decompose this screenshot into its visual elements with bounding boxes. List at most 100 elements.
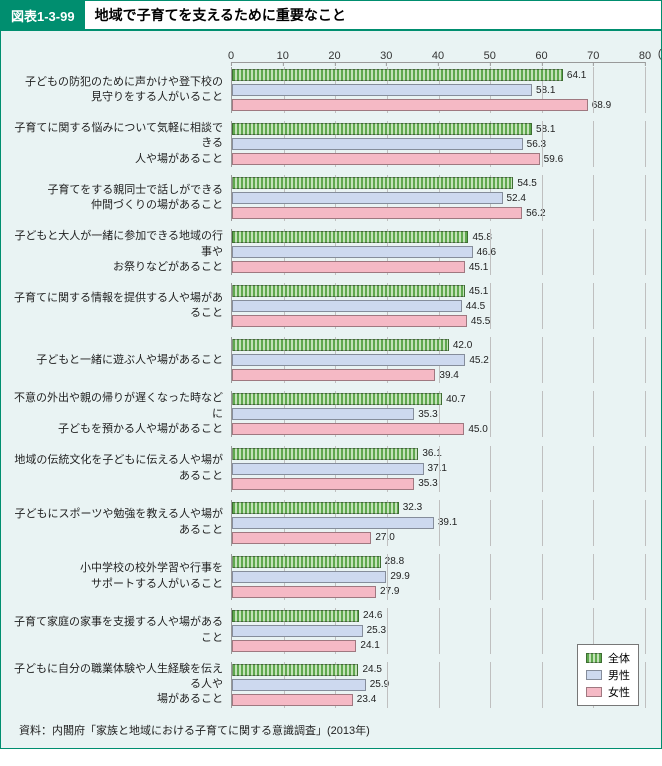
bar-value: 39.4 <box>439 370 458 381</box>
bar-row: 35.3 <box>232 477 645 491</box>
bar-male <box>232 192 503 204</box>
category-label: 子育てに関する情報を提供する人や場があること <box>11 291 231 322</box>
bar-male <box>232 300 462 312</box>
bar-male <box>232 354 465 366</box>
bar-row: 54.5 <box>232 176 645 190</box>
legend-row: 男性 <box>586 667 630 683</box>
bar-row: 46.6 <box>232 245 645 259</box>
bar-value: 58.1 <box>536 85 555 96</box>
bar-value: 23.4 <box>357 694 376 705</box>
bar-male <box>232 408 414 420</box>
bar-value: 39.1 <box>438 517 457 528</box>
bars-cell: 64.158.168.9 <box>231 67 645 113</box>
legend-swatch <box>586 653 602 663</box>
bar-row: 45.0 <box>232 422 645 436</box>
legend: 全体男性女性 <box>577 644 639 706</box>
bar-male <box>232 246 473 258</box>
legend-row: 女性 <box>586 684 630 700</box>
legend-label: 女性 <box>608 684 630 700</box>
bar-female <box>232 315 467 327</box>
bar-groups: 子どもの防犯のために声かけや登下校の見守りをする人がいること64.158.168… <box>11 63 645 712</box>
category-label: 子どもと大人が一緒に参加できる地域の行事やお祭りなどがあること <box>11 229 231 275</box>
bar-value: 25.3 <box>367 625 386 636</box>
bar-value: 45.1 <box>469 262 488 273</box>
bar-row: 45.2 <box>232 353 645 367</box>
figure-number: 図表1-3-99 <box>1 1 85 29</box>
bar-value: 35.3 <box>418 409 437 420</box>
bar-all <box>232 177 513 189</box>
bar-row: 45.1 <box>232 284 645 298</box>
bar-male <box>232 463 424 475</box>
axis-tick: 20 <box>328 50 340 62</box>
bar-value: 42.0 <box>453 340 472 351</box>
bar-female <box>232 153 540 165</box>
bar-male <box>232 84 532 96</box>
axis-tick: 40 <box>432 50 444 62</box>
axis-tick: 70 <box>587 50 599 62</box>
bar-value: 27.0 <box>375 532 394 543</box>
bar-value: 24.6 <box>363 610 382 621</box>
bar-all <box>232 285 465 297</box>
figure-container: 図表1-3-99 地域で子育てを支えるために重要なこと (%) 01020304… <box>0 0 662 749</box>
bar-all <box>232 339 449 351</box>
legend-label: 全体 <box>608 650 630 666</box>
bar-row: 28.8 <box>232 555 645 569</box>
bar-all <box>232 393 442 405</box>
bars-cell: 32.3 39.1 27.0 <box>231 500 645 546</box>
figure-header: 図表1-3-99 地域で子育てを支えるために重要なこと <box>1 1 661 31</box>
bars-cell: 45.8 46.6 45.1 <box>231 229 645 275</box>
bar-value: 45.8 <box>472 232 491 243</box>
category-label: 不意の外出や親の帰りが遅くなった時などに子どもを預かる人や場があること <box>11 391 231 437</box>
source-note: 資料：内閣府「家族と地域における子育てに関する意識調査」(2013年) <box>11 712 645 748</box>
bar-value: 25.9 <box>370 679 389 690</box>
bar-value: 45.2 <box>469 355 488 366</box>
bar-row: 24.6 <box>232 609 645 623</box>
bar-female <box>232 369 435 381</box>
category-label: 子育てをする親同士で話しができる仲間づくりの場があること <box>11 183 231 214</box>
axis-tick: 60 <box>535 50 547 62</box>
bar-value: 28.8 <box>385 556 404 567</box>
bar-row: 64.1 <box>232 68 645 82</box>
category-label: 子育て家庭の家事を支援する人や場があること <box>11 615 231 646</box>
legend-label: 男性 <box>608 667 630 683</box>
bar-value: 36.1 <box>422 448 441 459</box>
bar-all <box>232 664 358 676</box>
bar-value: 32.3 <box>403 502 422 513</box>
bars-cell: 28.829.927.9 <box>231 554 645 600</box>
bar-row: 39.4 <box>232 368 645 382</box>
axis-tick: 0 <box>228 50 234 62</box>
bar-female <box>232 99 588 111</box>
category-label: 子どもにスポーツや勉強を教える人や場があること <box>11 507 231 538</box>
bar-row: 45.1 <box>232 260 645 274</box>
bars-cell: 42.0 45.2 39.4 <box>231 337 645 383</box>
category-group: 子育てをする親同士で話しができる仲間づくりの場があること54.552.456.2 <box>11 171 645 225</box>
category-group: 子どもに自分の職業体験や人生経験を伝える人や場があること24.525.923.4 <box>11 658 645 712</box>
bars-cell: 45.144.5 45.5 <box>231 283 645 329</box>
bar-male <box>232 625 363 637</box>
category-group: 小中学校の校外学習や行事をサポートする人がいること28.829.927.9 <box>11 550 645 604</box>
category-group: 子育てに関する悩みについて気軽に相談できる人や場があること58.156.359.… <box>11 117 645 171</box>
bar-female <box>232 640 356 652</box>
bar-female <box>232 532 371 544</box>
bar-row: 52.4 <box>232 191 645 205</box>
category-label: 子どもの防犯のために声かけや登下校の見守りをする人がいること <box>11 75 231 106</box>
bar-value: 56.3 <box>527 139 546 150</box>
bar-all <box>232 231 468 243</box>
bar-row: 39.1 <box>232 516 645 530</box>
bar-female <box>232 261 465 273</box>
bar-row: 59.6 <box>232 152 645 166</box>
legend-swatch <box>586 687 602 697</box>
bar-female <box>232 586 376 598</box>
bar-value: 45.5 <box>471 316 490 327</box>
category-group: 子どもの防犯のために声かけや登下校の見守りをする人がいること64.158.168… <box>11 63 645 117</box>
bar-value: 58.1 <box>536 124 555 135</box>
bar-value: 46.6 <box>477 247 496 258</box>
axis-tick: 10 <box>277 50 289 62</box>
bar-row: 44.5 <box>232 299 645 313</box>
bar-value: 45.0 <box>468 424 487 435</box>
bar-value: 27.9 <box>380 586 399 597</box>
bar-male <box>232 138 523 150</box>
axis-unit: (%) <box>658 48 662 60</box>
bar-row: 42.0 <box>232 338 645 352</box>
category-label: 子どもに自分の職業体験や人生経験を伝える人や場があること <box>11 662 231 708</box>
